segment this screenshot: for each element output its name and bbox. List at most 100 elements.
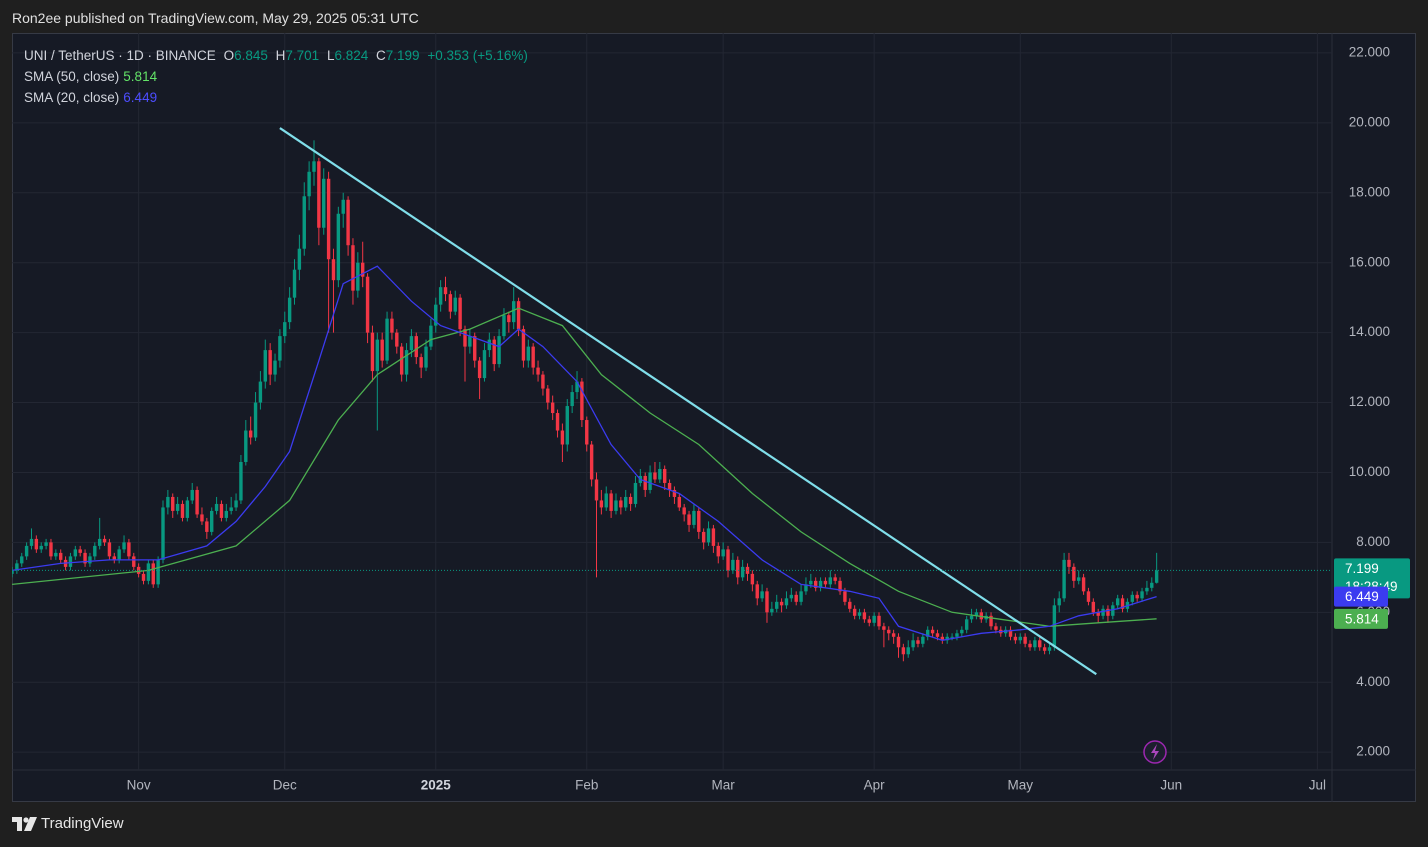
candle-body: [828, 577, 833, 585]
candle-body: [54, 552, 58, 557]
candle-body: [331, 259, 336, 281]
candle-body: [253, 402, 258, 438]
candle-body: [229, 507, 233, 511]
candle-body: [390, 318, 394, 333]
plot: [12, 127, 1332, 676]
candle-body: [604, 493, 608, 508]
candle-body: [775, 601, 779, 609]
candle-body: [365, 276, 370, 333]
candle-body: [297, 248, 302, 270]
candle-body: [969, 615, 974, 620]
candle-body: [497, 336, 501, 365]
candle-body: [244, 430, 248, 462]
chart: 2.0004.0006.0008.00010.00012.00014.00016…: [12, 33, 1416, 802]
logo-text: TradingView: [41, 815, 124, 832]
candle-body: [511, 301, 516, 323]
candle-body: [419, 357, 423, 368]
candle-body: [453, 297, 457, 312]
legend-item[interactable]: SMA (20, close) 6.449: [24, 87, 532, 108]
candle-body: [473, 336, 477, 361]
candle-body: [404, 350, 409, 375]
candle-body: [448, 294, 453, 312]
candle-body: [887, 629, 891, 634]
candle-body: [872, 615, 876, 623]
candle-body: [692, 510, 696, 525]
candle-body: [292, 269, 297, 298]
candle-body: [20, 556, 24, 564]
candle-body: [380, 339, 384, 361]
x-tick-label: Nov: [127, 778, 151, 793]
candle-body: [268, 350, 272, 375]
candle-body: [205, 521, 209, 532]
candle-body: [521, 329, 526, 361]
footer: TradingView: [12, 815, 124, 832]
candle-body: [219, 503, 224, 518]
candle-body: [132, 556, 136, 567]
candle-body: [12, 570, 14, 574]
legend-item[interactable]: SMA (50, close) 5.814: [24, 66, 532, 87]
candle-body: [541, 374, 545, 389]
candle-body: [701, 531, 706, 543]
candle-body: [312, 161, 316, 172]
candle-body: [755, 584, 759, 599]
candle-body: [263, 350, 267, 382]
legend-label: SMA (20, close): [24, 90, 120, 105]
candle-body: [156, 559, 160, 585]
candle-body: [862, 612, 867, 620]
candle-body: [633, 482, 638, 504]
candle-body: [161, 507, 165, 560]
candle-body: [555, 413, 560, 431]
candle-body: [784, 598, 789, 606]
candle-body: [940, 636, 945, 641]
sma-tag-label: 5.814: [1345, 611, 1379, 626]
candle-body: [589, 444, 594, 480]
candle-body: [989, 615, 993, 627]
candle-body: [1154, 570, 1159, 583]
candle-body: [624, 496, 628, 508]
candle-body: [224, 510, 229, 518]
candle-body: [1130, 594, 1134, 602]
trendline: [279, 127, 1097, 676]
x-tick-label: May: [1008, 778, 1034, 793]
candle-body: [34, 538, 39, 550]
candle-body: [59, 552, 63, 560]
candle-body: [395, 332, 399, 347]
ohlc-value: 7.199: [385, 48, 420, 63]
candle-body: [1111, 605, 1115, 616]
candle-body: [585, 420, 589, 445]
candle-body: [789, 594, 794, 599]
legend-label: SMA (50, close): [24, 69, 120, 84]
candle-body: [706, 528, 711, 543]
candle-body: [935, 633, 940, 637]
candle-body: [248, 430, 253, 438]
candle-body: [1091, 601, 1096, 613]
candle-body: [1067, 559, 1071, 567]
candle-body: [911, 640, 915, 648]
x-tick-label: Feb: [575, 778, 598, 793]
candle-body: [1096, 612, 1100, 616]
candle-body: [594, 479, 599, 501]
candle-body: [580, 381, 584, 421]
candle-body: [336, 213, 341, 281]
ohlc-line: UNI / TetherUS · 1D · BINANCE O6.845 H7.…: [24, 45, 532, 66]
candle-body: [964, 619, 969, 630]
candle-body: [1028, 643, 1032, 648]
candle-body: [1008, 629, 1013, 637]
candle-body: [565, 406, 569, 445]
candle-body: [370, 332, 375, 372]
candle-body: [672, 489, 677, 497]
candle-body: [599, 500, 604, 508]
change: +0.353 (+5.16%): [427, 48, 528, 63]
candle-body: [570, 392, 574, 407]
candle-body: [83, 552, 87, 564]
candle-body: [351, 245, 355, 291]
candle-body: [896, 636, 901, 648]
lightning-icon[interactable]: [1143, 740, 1167, 764]
candle-body: [848, 601, 852, 609]
candle-body: [697, 510, 701, 532]
legend-value: 6.449: [123, 90, 158, 105]
candle-body: [97, 538, 102, 546]
ohlc-key: H: [275, 48, 286, 63]
candle-body: [360, 262, 365, 277]
